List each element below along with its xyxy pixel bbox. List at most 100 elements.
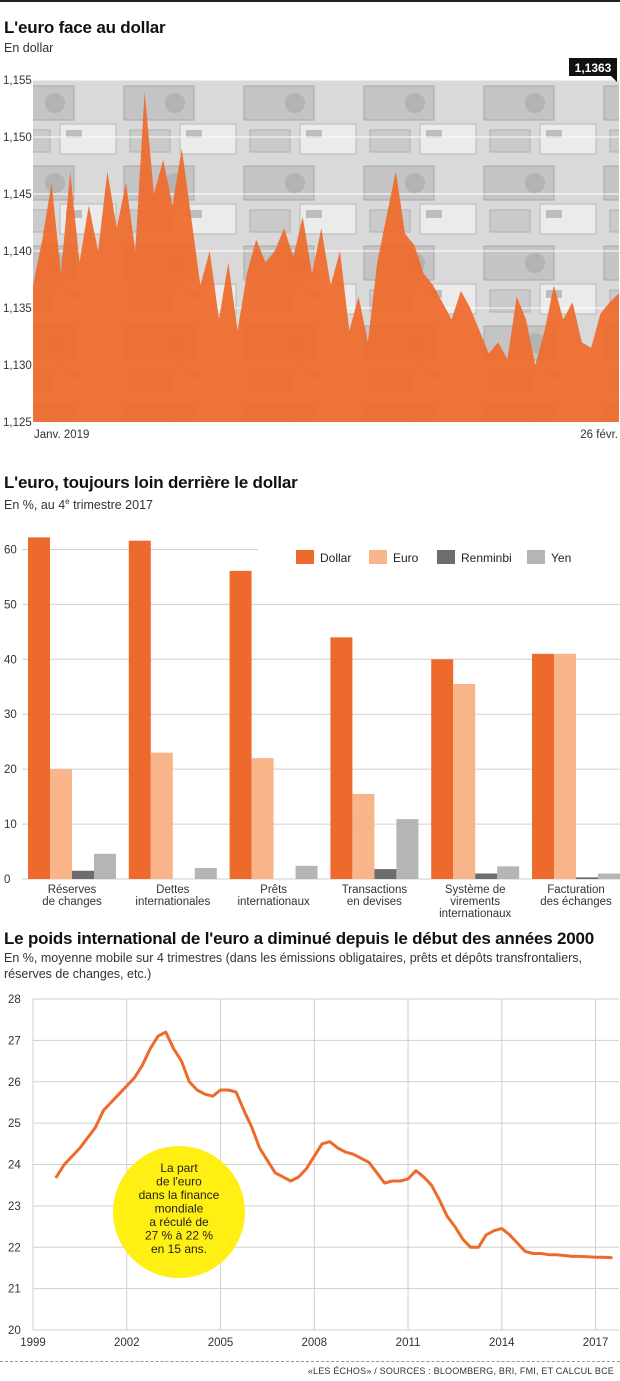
y-tick-label: 26: [8, 1077, 21, 1089]
legend-label: Yen: [551, 551, 571, 565]
source-footer: «LES ÉCHOS» / SOURCES : BLOOMBERG, BRI, …: [307, 1366, 614, 1376]
category-label: en devises: [347, 896, 402, 908]
x-tick-label: 2011: [396, 1337, 421, 1349]
legend-label: Euro: [393, 551, 419, 565]
y-tick-label: 10: [4, 819, 17, 831]
category-label: internationaux: [237, 896, 309, 908]
annotation-text: La part: [160, 1161, 198, 1175]
y-tick-label: 60: [4, 544, 17, 556]
bar-dollar: [532, 653, 554, 879]
top-rule: [0, 0, 620, 2]
x-label-end: 26 févr.: [580, 429, 618, 441]
bar-renminbi: [374, 869, 397, 879]
x-tick-label: 2014: [489, 1337, 515, 1349]
category-label: Dettes: [156, 884, 189, 896]
y-tick-label: 1,125: [3, 417, 32, 429]
y-tick-label: 25: [8, 1118, 21, 1130]
bar-renminbi: [72, 870, 94, 879]
chart3-title: Le poids international de l'euro a dimin…: [4, 929, 595, 948]
category-label: de changes: [42, 896, 102, 908]
chart2-subtitle: En %, au 4e trimestre 2017: [4, 497, 153, 513]
y-tick-label: 1,135: [3, 303, 32, 315]
y-tick-label: 1,150: [3, 132, 32, 144]
legend-swatch: [527, 550, 545, 564]
euro-dollar-area: [33, 91, 619, 423]
exchange-rate-chart: 1,155 1,150 1,145 1,140 1,135 1,130 1,125 Janv…: [3, 58, 619, 441]
y-tick-label: 20: [4, 764, 17, 776]
x-label-start: Janv. 2019: [34, 429, 89, 441]
y-tick-label: 0: [4, 874, 10, 886]
y-tick-label: 22: [8, 1242, 21, 1254]
bar-yen: [598, 873, 620, 879]
last-value-badge: [569, 58, 617, 76]
last-value-pointer: [611, 76, 617, 82]
y-tick-label: 23: [8, 1201, 21, 1213]
x-tick-label: 2002: [114, 1337, 140, 1349]
chart3-subtitle: En %, moyenne mobile sur 4 trimestres (d…: [4, 951, 583, 981]
legend-swatch: [437, 550, 455, 564]
bar-dollar: [128, 540, 151, 879]
annotation-text: de l'euro: [156, 1175, 202, 1189]
x-tick-label: 1999: [20, 1337, 46, 1349]
bar-dollar: [330, 637, 353, 879]
y-tick-label: 27: [8, 1035, 21, 1047]
bar-dollar: [28, 537, 50, 879]
bar-euro: [251, 758, 274, 879]
bar-dollar: [229, 570, 252, 879]
bar-euro: [50, 769, 72, 879]
legend-swatch: [296, 550, 314, 564]
annotation-text: en 15 ans.: [151, 1242, 207, 1256]
bar-yen: [295, 865, 318, 879]
y-tick-label: 20: [8, 1325, 21, 1337]
y-tick-label: 30: [4, 709, 17, 721]
y-tick-label: 1,145: [3, 189, 32, 201]
legend-label: Dollar: [320, 551, 351, 565]
annotation-callout: [113, 1146, 245, 1278]
euro-weight-line: [54, 1030, 613, 1260]
y-tick-label: 1,130: [3, 360, 32, 372]
bar-yen: [396, 819, 419, 879]
category-label: Réserves: [48, 884, 97, 896]
annotation-text: mondiale: [155, 1202, 204, 1216]
last-value-label: 1,1363: [575, 61, 612, 75]
bar-euro: [453, 684, 476, 879]
x-tick-label: 2005: [208, 1337, 234, 1349]
legend-swatch: [369, 550, 387, 564]
chart1-title: L'euro face au dollar: [4, 18, 166, 37]
category-label: Transactions: [342, 884, 408, 896]
chart1-subtitle: En dollar: [4, 41, 54, 55]
bar-euro: [352, 793, 375, 879]
bar-euro: [554, 653, 576, 879]
chart2-title: L'euro, toujours loin derrière le dollar: [4, 473, 298, 492]
y-tick-label: 24: [8, 1160, 21, 1172]
annotation-text: a réculé de: [149, 1215, 209, 1229]
y-tick-label: 28: [8, 994, 21, 1006]
bar-yen: [94, 853, 116, 879]
bar-renminbi: [576, 877, 598, 879]
bar-renminbi: [475, 873, 498, 879]
footer-rule: [0, 1361, 620, 1362]
bar-yen: [497, 866, 520, 879]
annotation-text: 27 % à 22 %: [145, 1229, 213, 1243]
y-tick-label: 50: [4, 599, 17, 611]
category-label: Prêts: [260, 884, 287, 896]
category-label: Facturation: [547, 884, 605, 896]
category-label: virements: [450, 896, 500, 908]
bar-euro: [150, 752, 173, 879]
y-tick-label: 1,140: [3, 246, 32, 258]
y-tick-label: 1,155: [3, 75, 32, 87]
bar-yen: [194, 868, 217, 879]
bar-dollar: [431, 659, 454, 879]
category-label: Système de: [445, 884, 506, 896]
y-tick-label: 40: [4, 654, 17, 666]
x-tick-label: 2017: [583, 1337, 609, 1349]
category-label: internationaux: [439, 908, 511, 920]
category-label: des échanges: [540, 896, 612, 908]
annotation-text: dans la finance: [139, 1188, 220, 1202]
legend-label: Renminbi: [461, 551, 512, 565]
x-tick-label: 2008: [301, 1337, 327, 1349]
category-label: internationales: [135, 896, 210, 908]
y-tick-label: 21: [8, 1284, 21, 1296]
